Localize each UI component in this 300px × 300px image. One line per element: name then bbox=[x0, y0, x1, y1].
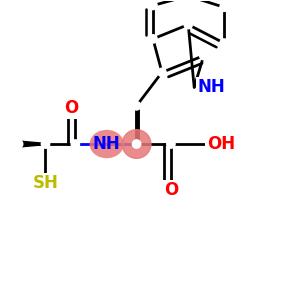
Circle shape bbox=[158, 68, 166, 76]
Circle shape bbox=[132, 102, 141, 110]
Circle shape bbox=[149, 35, 157, 43]
Circle shape bbox=[200, 52, 208, 60]
Polygon shape bbox=[19, 141, 46, 147]
Text: NH: NH bbox=[198, 78, 226, 96]
Circle shape bbox=[41, 140, 50, 148]
Circle shape bbox=[122, 130, 151, 158]
Text: O: O bbox=[164, 182, 178, 200]
Text: NH: NH bbox=[93, 135, 121, 153]
Circle shape bbox=[149, 1, 157, 10]
Circle shape bbox=[184, 20, 192, 29]
Circle shape bbox=[167, 140, 175, 148]
Text: SH: SH bbox=[32, 174, 58, 192]
Circle shape bbox=[71, 140, 80, 148]
Circle shape bbox=[14, 140, 23, 148]
Circle shape bbox=[220, 39, 228, 47]
Circle shape bbox=[220, 3, 228, 11]
Ellipse shape bbox=[89, 130, 124, 158]
Text: O: O bbox=[64, 99, 78, 117]
Text: OH: OH bbox=[207, 135, 235, 153]
Circle shape bbox=[132, 140, 141, 148]
